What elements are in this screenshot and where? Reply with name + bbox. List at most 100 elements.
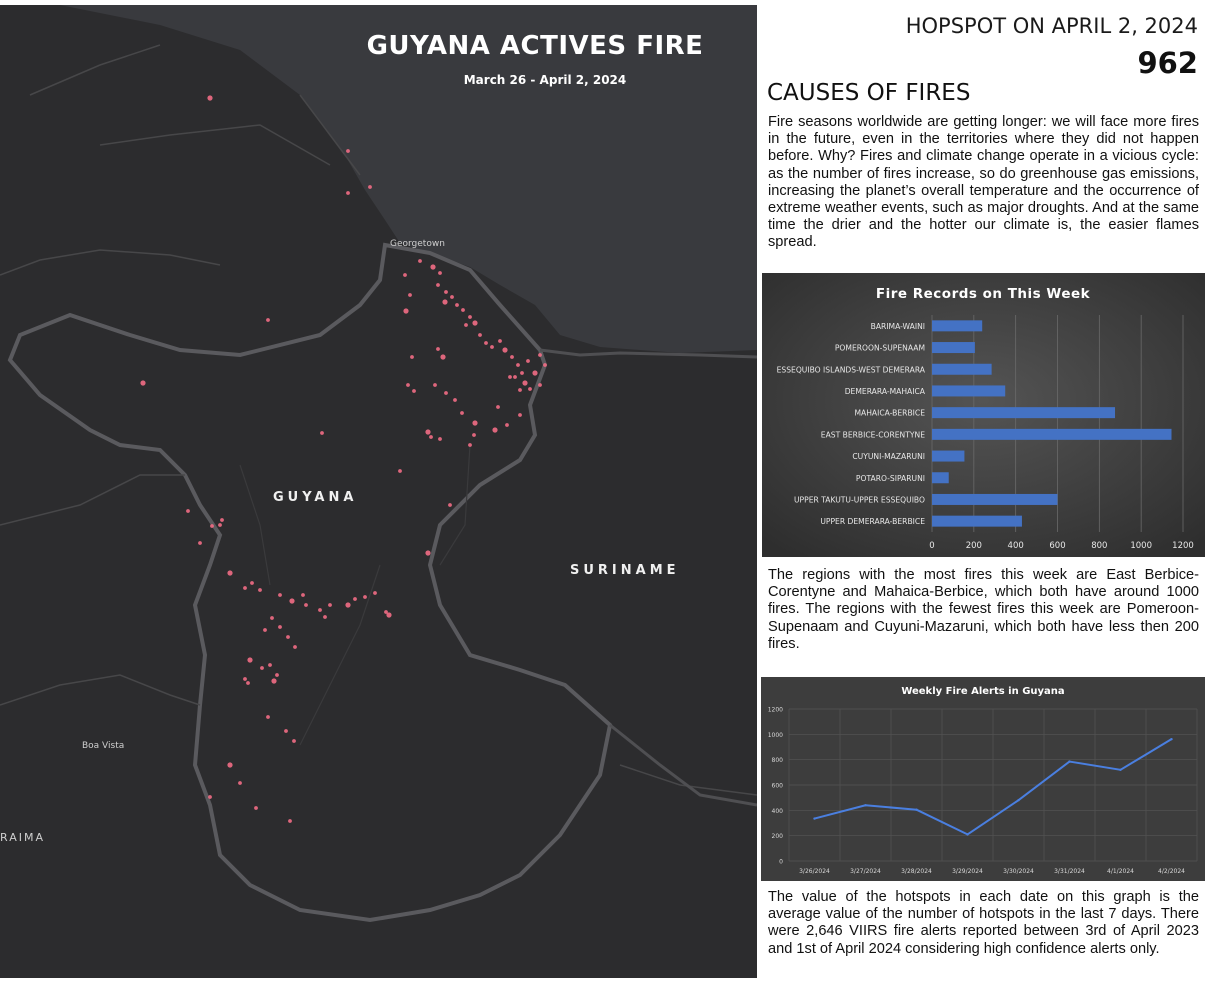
line-x-tick: 4/2/2024 — [1158, 868, 1185, 875]
fire-records-svg: Fire Records on This Week BARIMA-WAINI PO… — [762, 273, 1205, 557]
fire-dot — [490, 345, 494, 349]
fire-records-chart: Fire Records on This Week BARIMA-WAINI PO… — [762, 273, 1205, 557]
fire-dot — [275, 673, 279, 677]
fire-dot — [320, 431, 324, 435]
fire-dot — [323, 615, 327, 619]
line-x-tick: 3/26/2024 — [799, 868, 830, 875]
line-point — [1119, 768, 1122, 771]
line-chart-title: Weekly Fire Alerts in Guyana — [901, 686, 1064, 697]
fire-map: GUYANA ACTIVES FIRE March 26 - April 2, … — [0, 5, 757, 978]
fire-dot — [266, 318, 270, 322]
line-y-tick: 600 — [772, 783, 784, 790]
fire-dot — [412, 389, 416, 393]
suriname-border — [539, 348, 757, 807]
bar-x-tick: 200 — [966, 541, 982, 551]
line-y-tick: 400 — [772, 808, 784, 815]
line-point — [915, 808, 918, 811]
fire-dot — [304, 603, 308, 607]
line-y-tick: 200 — [772, 833, 784, 840]
fire-dot — [518, 413, 522, 417]
fire-dot — [140, 380, 146, 386]
fire-dot — [278, 625, 282, 629]
bar-upper-takutu-upper-essequibo — [932, 493, 1058, 505]
fire-dot — [498, 339, 502, 343]
fire-dot — [543, 363, 547, 367]
fire-dot — [448, 503, 452, 507]
fire-dot — [406, 383, 410, 387]
bar-x-tick: 1000 — [1130, 541, 1152, 551]
fire-dot — [260, 666, 264, 670]
fire-dot — [292, 739, 296, 743]
fire-dot — [492, 427, 498, 433]
label-roraima: RAIMA — [0, 831, 45, 844]
fire-dot — [472, 420, 478, 426]
fire-dot — [478, 333, 482, 337]
bar-barima-waini — [932, 320, 983, 332]
label-guyana: GUYANA — [273, 490, 358, 505]
line-x-tick: 3/29/2024 — [952, 868, 983, 875]
fire-dot — [508, 375, 512, 379]
bar-category-label: MAHAICA-BERBICE — [854, 409, 925, 418]
line-y-tick: 800 — [772, 757, 784, 764]
bar-cuyuni-mazaruni — [932, 450, 965, 462]
fire-dot — [227, 762, 233, 768]
fire-dot — [464, 323, 468, 327]
fire-dot — [207, 95, 213, 101]
fire-dot — [218, 523, 222, 527]
weekly-alerts-line — [814, 738, 1173, 836]
fire-dot — [461, 308, 465, 312]
fire-dot — [436, 283, 440, 287]
fire-dot — [472, 320, 478, 326]
fire-dot — [220, 518, 224, 522]
fire-dot — [430, 264, 436, 270]
bar-category-label: UPPER TAKUTU-UPPER ESSEQUIBO — [794, 495, 925, 504]
label-suriname: SURINAME — [570, 563, 680, 578]
fire-dot — [266, 715, 270, 719]
fire-dot — [278, 593, 282, 597]
line-x-tick: 4/1/2024 — [1107, 868, 1134, 875]
regional-lines — [0, 44, 757, 796]
line-point — [966, 833, 969, 836]
causes-text: Fire seasons worldwide are getting longe… — [768, 114, 1199, 251]
fire-dot — [532, 370, 538, 376]
fire-dot — [513, 375, 517, 379]
fire-dot — [418, 259, 422, 263]
bar-east-berbice-corentyne — [932, 428, 1172, 440]
fire-dot — [429, 435, 433, 439]
fire-dot — [346, 191, 350, 195]
fire-dots — [140, 95, 547, 823]
bar-category-label: EAST BERBICE-CORENTYNE — [821, 430, 925, 439]
fire-dot — [243, 586, 247, 590]
fire-dot — [288, 819, 292, 823]
weekly-alerts-svg: Weekly Fire Alerts in Guyana 0 200 400 600 8… — [768, 686, 1198, 875]
fire-dot — [363, 595, 367, 599]
bar-category-label: ESSEQUIBO ISLANDS-WEST DEMERARA — [777, 365, 926, 374]
map-basemap — [0, 5, 757, 923]
fire-dot — [403, 308, 409, 314]
line-point — [864, 804, 867, 807]
map-subtitle: March 26 - April 2, 2024 — [463, 73, 627, 87]
bar-demerara-mahaica — [932, 385, 1006, 397]
bar-category-label: POTARO-SIPARUNI — [856, 474, 925, 483]
fire-dot — [238, 781, 242, 785]
fire-dot — [284, 729, 288, 733]
bar-x-tick: 400 — [1008, 541, 1024, 551]
fire-dot — [208, 795, 212, 799]
hotspot-title: HOPSPOT ON APRIL 2, 2024 — [905, 14, 1198, 38]
fire-dot — [247, 657, 253, 663]
guyana-border — [7, 242, 613, 923]
line-point — [1017, 799, 1020, 802]
fire-dot — [526, 359, 530, 363]
fire-dot — [353, 597, 357, 601]
fire-dot — [293, 645, 297, 649]
bar-chart-title: Fire Records on This Week — [876, 286, 1091, 302]
bar-x-tick: 1200 — [1172, 541, 1194, 551]
map-title: GUYANA ACTIVES FIRE — [366, 31, 704, 61]
fire-dot — [268, 663, 272, 667]
line-y-tick: 1000 — [768, 732, 783, 739]
line-x-tick: 3/30/2024 — [1003, 868, 1034, 875]
fire-dot — [250, 581, 254, 585]
bar-x-tick: 0 — [929, 541, 934, 551]
fire-dot — [227, 570, 233, 576]
bar-potaro-siparuni — [932, 472, 949, 484]
